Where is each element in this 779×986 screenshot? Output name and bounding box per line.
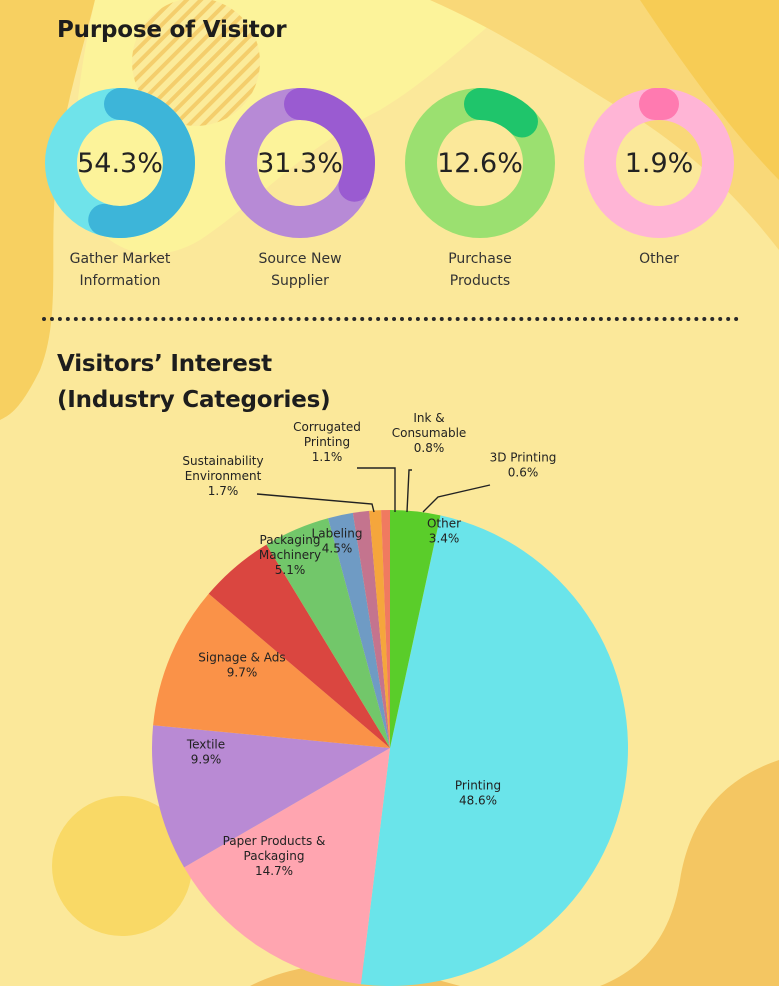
slice-label-line: 1.7% <box>208 484 239 498</box>
pie-slice-3d-printing <box>381 510 391 748</box>
pie-slice-packaging-machinery <box>208 544 390 748</box>
slice-label: Corrugated Printing 1.1% <box>293 420 361 464</box>
slice-label-line: Printing <box>455 779 501 793</box>
slice-label: Packaging Machinery 5.1% <box>259 533 321 577</box>
caption-line: Products <box>449 273 511 289</box>
slice-label: Textile 9.9% <box>186 738 225 767</box>
leader-line <box>357 467 396 512</box>
donut-purchase-products: 12.6% <box>405 88 555 238</box>
slice-label-line: Paper Products & <box>223 834 326 848</box>
slice-label-line: Signage & Ads <box>198 651 285 665</box>
slice-label-line: Packaging <box>260 533 321 547</box>
donut-caption: Source New Supplier <box>210 248 390 292</box>
slice-label-line: Other <box>427 517 461 531</box>
slice-label-line: 48.6% <box>459 794 497 808</box>
pie-slice-paper-products-packaging <box>184 748 390 985</box>
donut-value: 1.9% <box>624 147 694 179</box>
section-divider <box>42 317 739 321</box>
interest-title-line2: (Industry Categories) <box>57 387 331 413</box>
slice-label: Other 3.4% <box>427 517 461 546</box>
slice-label-line: 1.1% <box>312 450 343 464</box>
slice-label-line: 0.6% <box>508 466 539 480</box>
leader-line <box>256 493 375 513</box>
slice-label-line: 5.1% <box>275 563 306 577</box>
donut-source-supplier: 31.3% <box>225 88 375 238</box>
slice-label-line: Environment <box>185 469 262 483</box>
caption-line: Information <box>79 273 161 289</box>
slice-label-line: 14.7% <box>255 864 293 878</box>
slice-label: Ink & Consumable 0.8% <box>392 411 467 455</box>
donut-value: 54.3% <box>77 147 163 179</box>
donut-other: 1.9% <box>584 88 734 238</box>
caption-line: Source New <box>258 251 342 267</box>
slice-label-line: Ink & <box>413 411 444 425</box>
slice-label-line: 4.5% <box>322 542 353 556</box>
donut-arc <box>284 88 375 202</box>
caption-line: Gather Market <box>69 251 171 267</box>
donut-arc <box>88 88 195 238</box>
slice-label: Sustainability Environment 1.7% <box>182 454 263 498</box>
donut-caption: Purchase Products <box>390 248 570 292</box>
pie-slice-signage-ads <box>153 593 390 748</box>
pie-slice-printing <box>360 515 628 986</box>
slice-label-line: 9.9% <box>191 753 222 767</box>
slice-label-line: 9.7% <box>227 666 258 680</box>
pie-slice-ink-consumable <box>369 510 390 748</box>
donut-caption: Other <box>569 248 749 270</box>
slice-label-line: Consumable <box>392 426 467 440</box>
slice-label: Signage & Ads 9.7% <box>198 651 285 680</box>
caption-line: Other <box>639 251 679 267</box>
slice-label-line: Sustainability <box>182 454 263 468</box>
slice-label: Printing 48.6% <box>455 779 501 808</box>
slice-label-line: Machinery <box>259 548 321 562</box>
slice-label-line: 0.8% <box>414 441 445 455</box>
slice-label: 3D Printing 0.6% <box>490 451 557 480</box>
interest-title-line1: Visitors’ Interest <box>57 351 272 377</box>
slice-label-line: 3D Printing <box>490 451 557 465</box>
slice-label-line: Corrugated <box>293 420 361 434</box>
purpose-title: Purpose of Visitor <box>57 17 287 43</box>
caption-line: Supplier <box>271 273 329 289</box>
donut-arc <box>464 88 538 138</box>
slice-label-line: Printing <box>304 435 350 449</box>
pie-slice-textile <box>152 725 390 868</box>
slice-label: Labeling 4.5% <box>312 527 363 556</box>
slice-label-line: Labeling <box>312 527 363 541</box>
donut-value: 31.3% <box>257 147 343 179</box>
donut-gather-market: 54.3% <box>45 88 195 238</box>
leader-line <box>422 484 491 513</box>
slice-label-line: 3.4% <box>429 532 460 546</box>
slice-label-line: Textile <box>186 738 225 752</box>
caption-line: Purchase <box>448 251 512 267</box>
donut-caption: Gather Market Information <box>30 248 210 292</box>
pie-slice-sustainability-environment <box>328 512 390 748</box>
pie-slice-corrugated-printing <box>352 510 390 748</box>
pie-slice-other <box>390 510 441 748</box>
pie-slice-labeling <box>266 518 390 748</box>
slice-label-line: Packaging <box>244 849 305 863</box>
donut-value: 12.6% <box>437 147 523 179</box>
leader-line <box>406 469 412 513</box>
interest-title: Visitors’ Interest (Industry Categories) <box>57 346 331 418</box>
slice-label: Paper Products & Packaging 14.7% <box>223 834 326 878</box>
